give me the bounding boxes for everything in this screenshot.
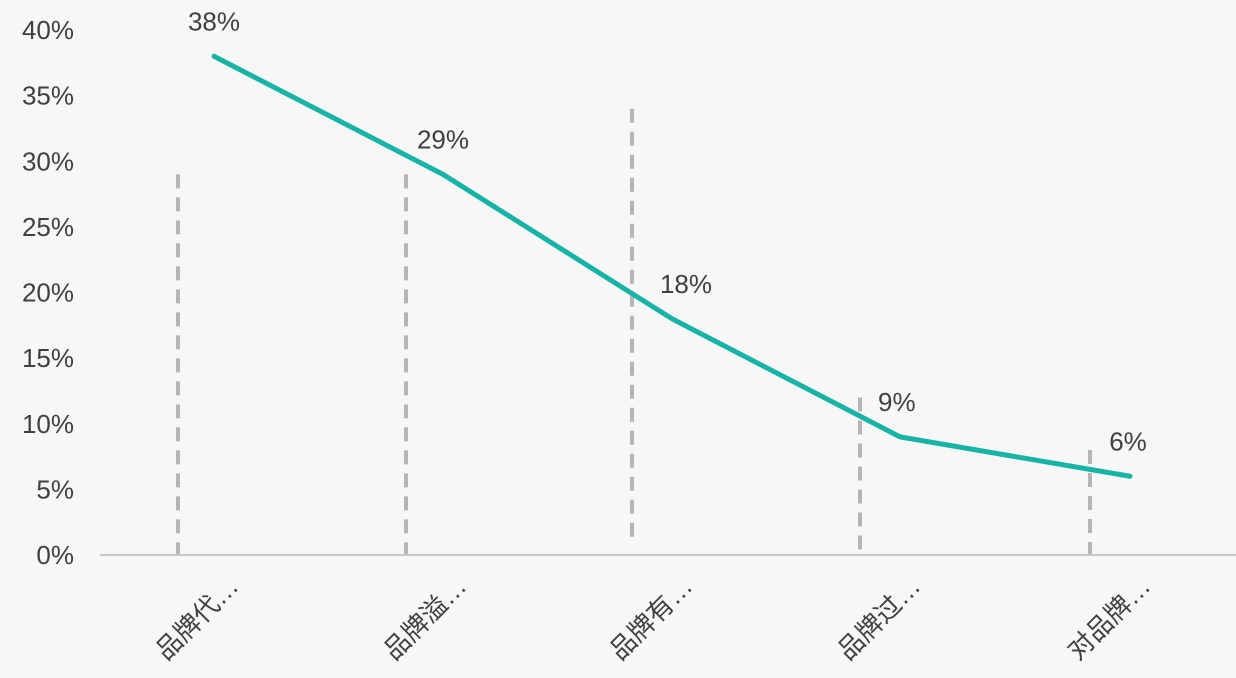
- y-tick-label: 15%: [22, 343, 74, 373]
- y-tick-label: 25%: [22, 212, 74, 242]
- x-tick-label: 品牌过…: [831, 571, 926, 666]
- series-line-group: [211, 53, 1133, 479]
- data-labels: 38% 29% 18% 9% 6%: [188, 6, 1147, 456]
- y-tick-label: 30%: [22, 146, 74, 176]
- y-tick-label: 20%: [22, 278, 74, 308]
- y-axis-ticks: 0% 5% 10% 15% 20% 25% 30% 35% 40%: [22, 15, 74, 570]
- data-label: 18%: [660, 269, 712, 299]
- data-label: 6%: [1109, 426, 1147, 456]
- x-tick-label: 对品牌…: [1061, 571, 1156, 666]
- y-tick-label: 5%: [36, 474, 74, 504]
- x-tick-label: 品牌有…: [603, 571, 698, 666]
- x-axis-ticks: 品牌代… 品牌溢… 品牌有… 品牌过… 对品牌…: [149, 571, 1156, 666]
- data-label: 29%: [417, 124, 469, 154]
- data-label: 9%: [878, 387, 916, 417]
- series-line: [211, 53, 1133, 479]
- y-tick-label: 10%: [22, 409, 74, 439]
- y-tick-label: 35%: [22, 81, 74, 111]
- x-tick-label: 品牌代…: [149, 571, 244, 666]
- data-label: 38%: [188, 6, 240, 36]
- dashed-markers: [176, 108, 1092, 555]
- y-tick-label: 40%: [22, 15, 74, 45]
- y-tick-label: 0%: [36, 540, 74, 570]
- x-tick-label: 品牌溢…: [377, 571, 472, 666]
